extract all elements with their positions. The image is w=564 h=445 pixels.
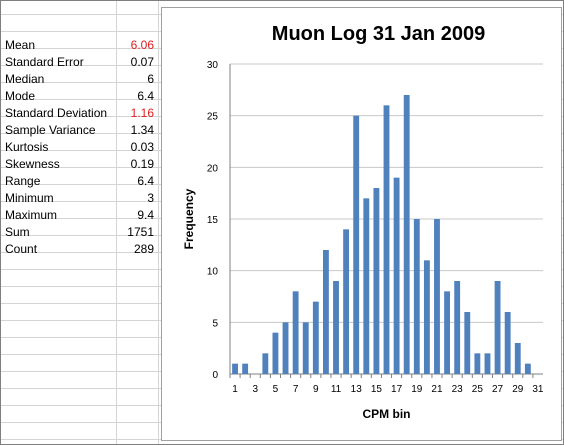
histogram-bar <box>484 353 491 374</box>
histogram-bar <box>434 219 440 374</box>
stat-value[interactable]: 9.4 <box>137 208 154 222</box>
histogram-bar <box>383 105 390 374</box>
histogram-bar <box>464 312 471 374</box>
histogram-bar <box>242 363 249 374</box>
stat-value[interactable]: 0.07 <box>130 55 154 69</box>
x-tick-label: 3 <box>252 384 258 395</box>
histogram-bar <box>292 291 299 374</box>
x-tick-label: 15 <box>371 384 383 395</box>
histogram-bar <box>413 219 420 374</box>
histogram-bar <box>474 353 481 374</box>
x-tick-label: 31 <box>532 384 544 395</box>
chart-area[interactable]: Muon Log 31 Jan 2009 0 5 10 15 20 25 30 1 3 5 7 9 11 1… <box>161 7 562 441</box>
x-tick-label: 7 <box>293 384 299 395</box>
histogram-bar <box>322 250 329 374</box>
histogram-bar <box>514 343 521 374</box>
x-tick-label: 11 <box>331 384 342 395</box>
histogram-bar <box>504 312 511 374</box>
stat-label[interactable]: Skewness <box>5 157 60 171</box>
y-tick-label: 15 <box>207 215 219 226</box>
y-tick-label: 10 <box>207 267 219 278</box>
stat-label[interactable]: Maximum <box>5 208 58 222</box>
stat-value[interactable]: 6.4 <box>137 89 154 103</box>
stat-value[interactable]: 1.16 <box>130 106 154 120</box>
y-tick-label: 0 <box>212 370 218 381</box>
x-tick-label: 9 <box>313 384 319 395</box>
x-axis-label: CPM bin <box>363 407 411 421</box>
stat-label[interactable]: Standard Error <box>5 55 84 69</box>
histogram-bar <box>444 291 451 374</box>
histogram-bar <box>454 281 461 374</box>
stat-label[interactable]: Sum <box>5 225 30 239</box>
column-divider <box>116 1 117 444</box>
stat-label[interactable]: Kurtosis <box>5 140 49 154</box>
y-tick-label: 25 <box>207 112 219 123</box>
stat-value[interactable]: 6.4 <box>137 174 154 188</box>
stat-value[interactable]: 1.34 <box>130 123 154 137</box>
x-tick-label: 13 <box>351 384 363 395</box>
stat-value[interactable]: 289 <box>133 242 154 256</box>
x-tick-label: 29 <box>512 384 524 395</box>
x-tick-label: 1 <box>232 384 238 395</box>
y-axis-label: Frequency <box>182 188 196 249</box>
stat-label[interactable]: Mean <box>5 38 36 52</box>
x-tick-label: 19 <box>411 384 423 395</box>
histogram-bar <box>403 95 410 374</box>
histogram-bar <box>343 229 350 374</box>
x-tick-label: 27 <box>492 384 504 395</box>
x-tick-label: 21 <box>431 384 443 395</box>
stat-value[interactable]: 0.03 <box>130 140 154 154</box>
x-tick-label: 5 <box>273 384 279 395</box>
histogram-bar <box>524 363 531 374</box>
stat-label[interactable]: Range <box>5 174 41 188</box>
x-tick-label: 23 <box>452 384 464 395</box>
histogram-bar <box>373 188 380 374</box>
histogram-bar <box>423 260 430 374</box>
column-divider <box>158 1 159 444</box>
stat-value[interactable]: 3 <box>147 191 154 205</box>
histogram-bar <box>262 353 269 374</box>
histogram-bar <box>494 281 501 374</box>
stat-label[interactable]: Sample Variance <box>5 123 96 137</box>
stat-label[interactable]: Count <box>5 242 38 256</box>
histogram-bar <box>272 332 279 374</box>
chart-title: Muon Log 31 Jan 2009 <box>272 23 485 45</box>
y-tick-label: 5 <box>212 318 218 329</box>
stat-label[interactable]: Minimum <box>5 191 54 205</box>
stat-label[interactable]: Median <box>5 72 45 86</box>
stat-label[interactable]: Standard Deviation <box>5 106 108 120</box>
histogram-bar <box>302 322 309 374</box>
histogram-bar <box>363 198 370 374</box>
stat-value[interactable]: 1751 <box>127 225 154 239</box>
histogram-bar <box>232 363 238 374</box>
histogram-bar <box>393 177 400 374</box>
stat-value[interactable]: 0.19 <box>130 157 154 171</box>
histogram-bar <box>282 322 289 374</box>
histogram-bar <box>353 115 360 375</box>
y-tick-label: 30 <box>207 60 219 71</box>
histogram-bar <box>333 281 339 374</box>
histogram-bar <box>312 301 319 374</box>
x-tick-label: 25 <box>472 384 484 395</box>
y-tick-label: 20 <box>207 163 219 174</box>
stat-value[interactable]: 6.06 <box>130 38 154 52</box>
stat-label[interactable]: Mode <box>5 89 36 103</box>
x-tick-label: 17 <box>391 384 403 395</box>
stat-value[interactable]: 6 <box>147 72 154 86</box>
